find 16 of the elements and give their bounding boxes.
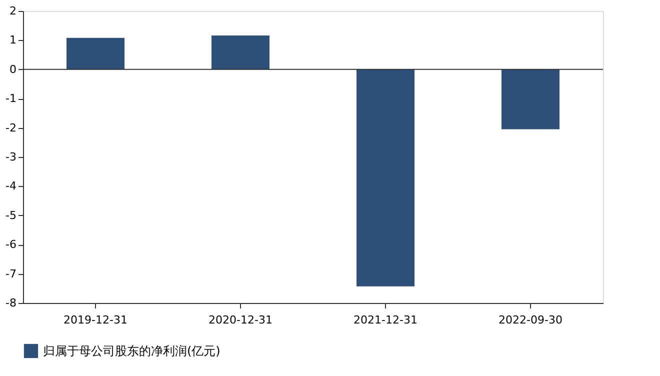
y-tick-label: -4	[6, 180, 16, 193]
legend-label: 归属于母公司股东的净利润(亿元)	[43, 344, 220, 358]
y-tick-label: 0	[10, 62, 16, 76]
y-tick-label: 2	[10, 4, 16, 18]
y-tick-label: -7	[6, 267, 16, 280]
y-tick-label: 1	[10, 34, 16, 47]
y-tick-label: -6	[6, 238, 16, 252]
x-tick-label: 2022-09-30	[498, 314, 562, 326]
x-tick-label: 2019-12-31	[64, 314, 128, 326]
y-tick-label: -3	[6, 150, 16, 164]
y-tick-label: -5	[6, 208, 16, 222]
y-tick-label: -1	[6, 92, 16, 106]
y-tick-label: -2	[6, 121, 16, 134]
x-tick-label: 2021-12-31	[354, 314, 418, 326]
y-tick-label: -8	[6, 296, 16, 310]
x-tick-label: 2020-12-31	[208, 314, 272, 326]
